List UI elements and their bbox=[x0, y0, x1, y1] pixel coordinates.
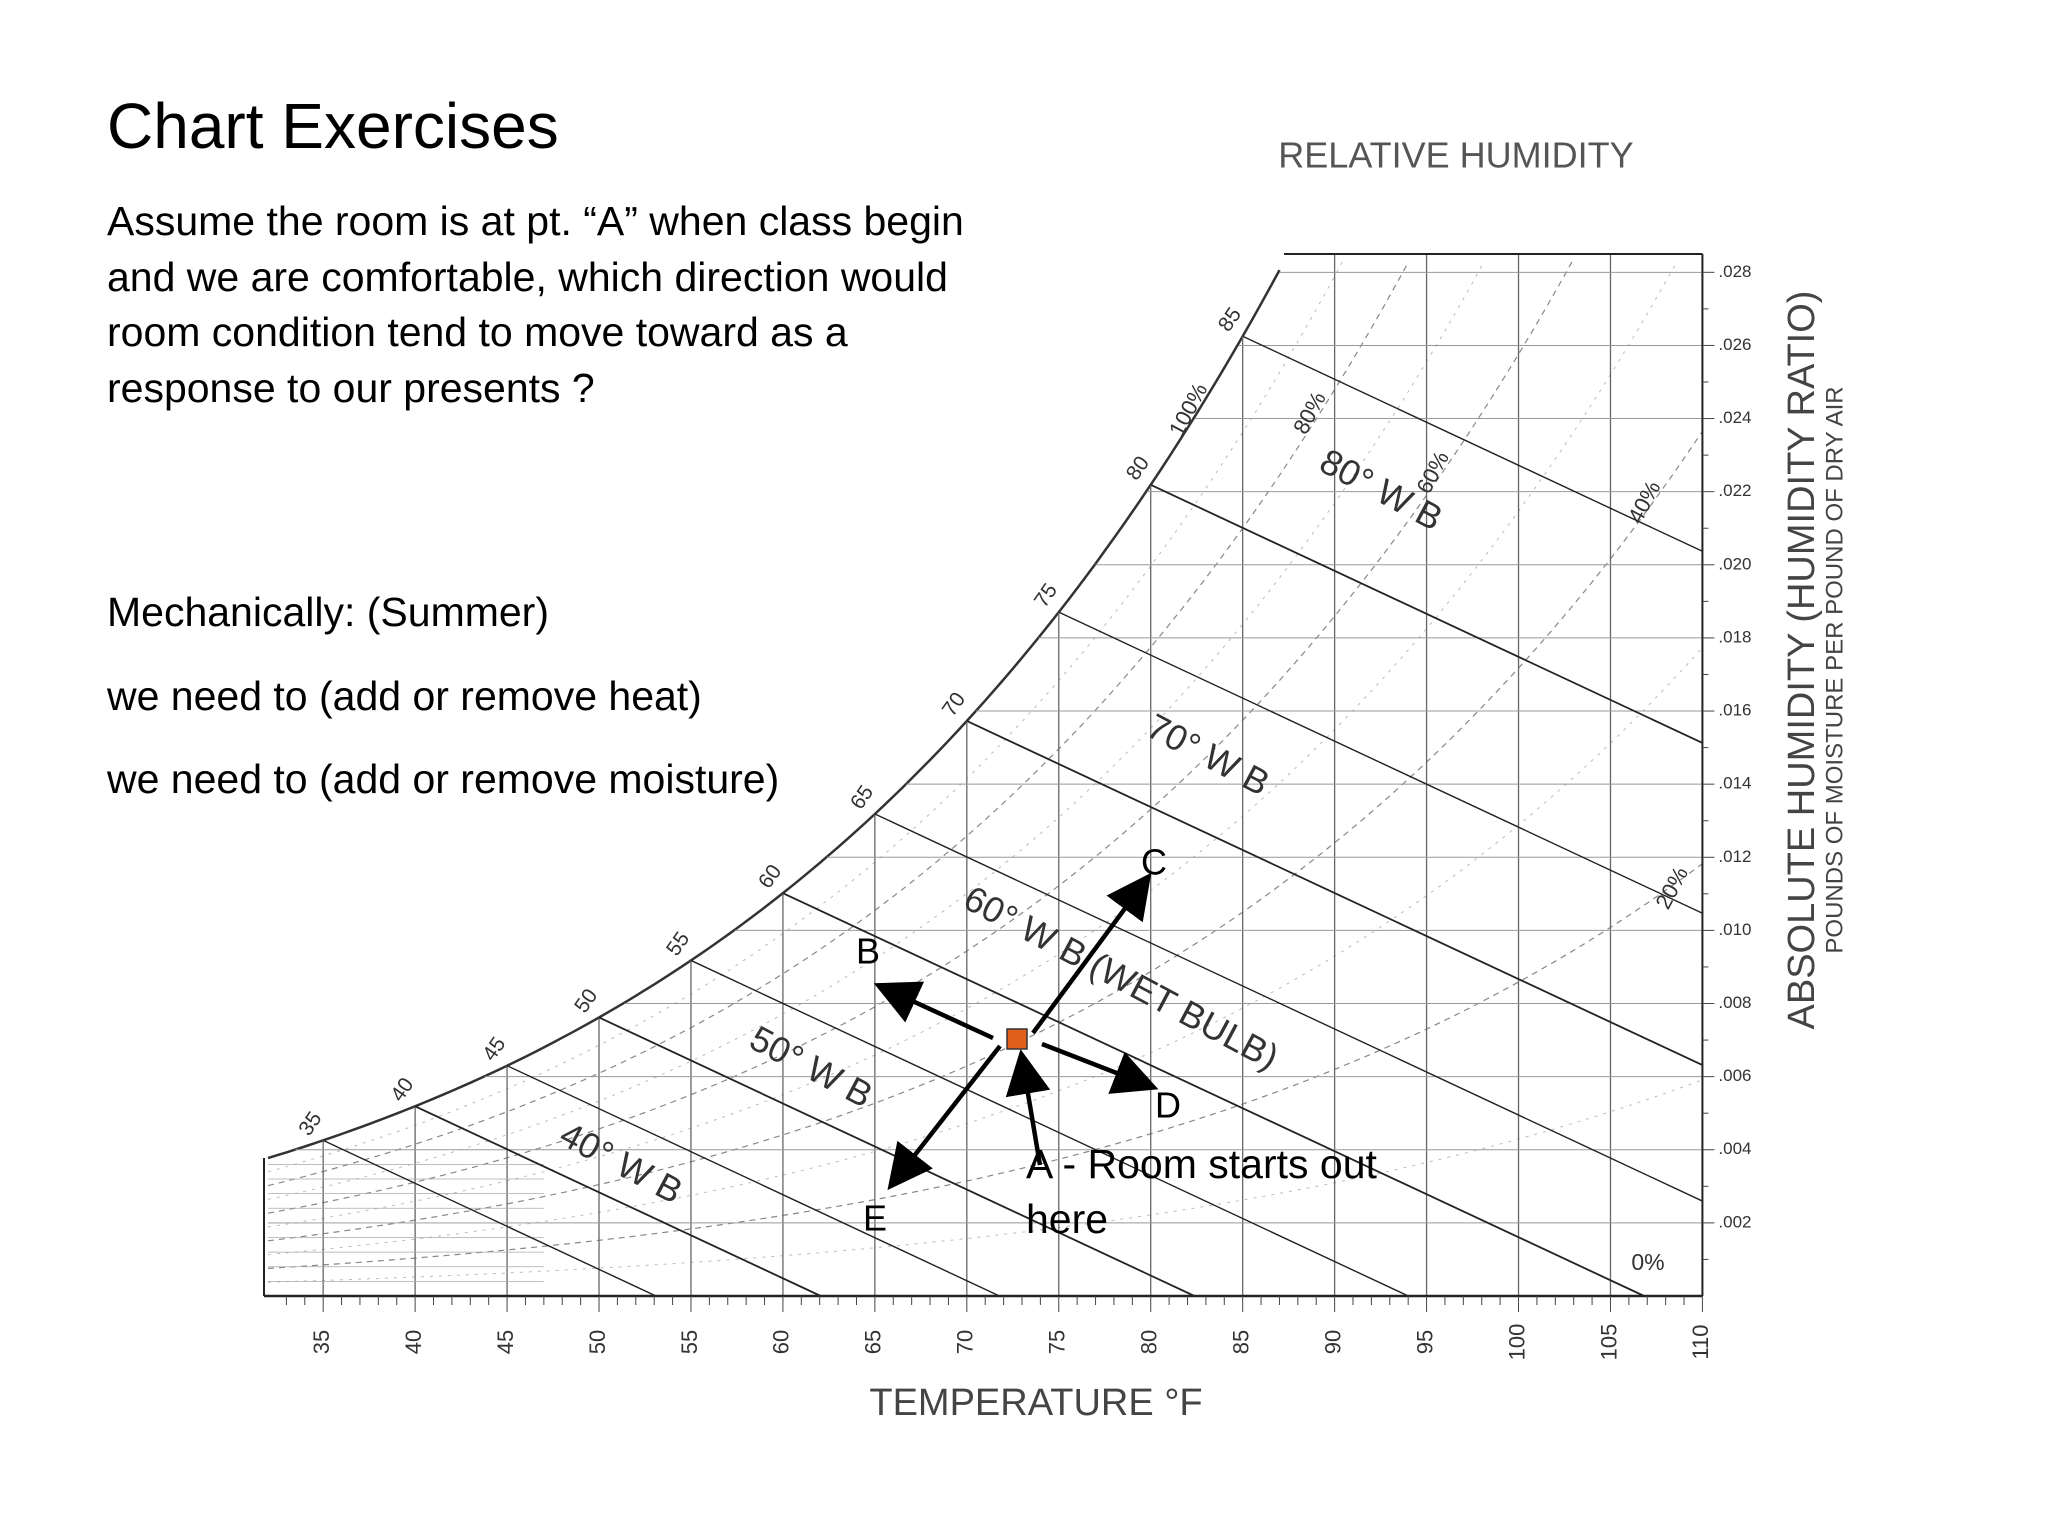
wet-bulb-line-65 bbox=[874, 813, 1703, 1202]
temperature-axis-label: TEMPERATURE °F bbox=[869, 1382, 1202, 1424]
x-tick-label: 75 bbox=[1045, 1330, 1070, 1354]
rh-label-0: 0% bbox=[1631, 1249, 1664, 1275]
x-tick-label: 35 bbox=[309, 1330, 334, 1354]
point-d-label: D bbox=[1155, 1085, 1181, 1126]
wet-bulb-label: 70° W B bbox=[1140, 705, 1276, 803]
y-tick-label: .004 bbox=[1718, 1139, 1751, 1158]
x-tick-label: 40 bbox=[401, 1330, 426, 1354]
rh-curve-fine-70 bbox=[267, 265, 1483, 1200]
rh-label: 40% bbox=[1623, 477, 1666, 528]
saturation-temperature-label: 35 bbox=[294, 1108, 326, 1140]
saturation-temperature-label: 40 bbox=[386, 1074, 418, 1106]
x-tick-label: 65 bbox=[861, 1330, 886, 1354]
rh-curve-60 bbox=[267, 258, 1575, 1214]
wet-bulb-line-70 bbox=[966, 720, 1703, 1066]
mechanically-summer-text: Mechanically: (Summer) bbox=[107, 589, 549, 635]
x-tick-label: 90 bbox=[1320, 1330, 1345, 1354]
y-tick-label: .014 bbox=[1718, 774, 1751, 793]
y-tick-label: .010 bbox=[1718, 920, 1751, 939]
x-tick-label: 105 bbox=[1596, 1324, 1621, 1361]
humidity-axis-sublabel: POUNDS OF MOISTURE PER POUND OF DRY AIR bbox=[1821, 386, 1848, 953]
x-tick-label: 100 bbox=[1504, 1324, 1529, 1361]
saturation-temperature-label: 55 bbox=[662, 928, 694, 960]
wet-bulb-line-35 bbox=[322, 1139, 657, 1297]
moisture-prompt-text: we need to (add or remove moisture) bbox=[107, 756, 780, 802]
wet-bulb-line-45 bbox=[506, 1065, 1000, 1297]
wet-bulb-line-85 bbox=[1242, 335, 1703, 552]
rh-label: 80% bbox=[1288, 387, 1331, 438]
rh-label: 100% bbox=[1164, 379, 1212, 440]
point-e-label: E bbox=[863, 1198, 887, 1239]
exercise-question: Assume the room is at pt. “A” when class… bbox=[107, 198, 964, 411]
rh-curve-80 bbox=[267, 262, 1409, 1187]
x-tick-label: 50 bbox=[585, 1330, 610, 1354]
y-tick-label: .008 bbox=[1718, 993, 1751, 1012]
y-tick-label: .018 bbox=[1718, 627, 1751, 646]
saturation-temperature-label: 80 bbox=[1122, 452, 1154, 484]
y-tick-label: .022 bbox=[1718, 481, 1751, 500]
y-tick-label: .026 bbox=[1718, 335, 1751, 354]
saturation-temperature-label: 60 bbox=[754, 860, 786, 892]
y-tick-label: .002 bbox=[1718, 1212, 1751, 1231]
saturation-temperature-label: 75 bbox=[1030, 579, 1062, 611]
absolute-humidity-axis-label: ABSOLUTE HUMIDITY (HUMIDITY RATIO) bbox=[1781, 291, 1823, 1030]
saturation-temperature-label: 65 bbox=[846, 781, 878, 813]
wet-bulb-label: 40° W B bbox=[553, 1113, 689, 1211]
wet-bulb-line-40 bbox=[414, 1105, 822, 1297]
x-tick-label: 60 bbox=[769, 1330, 794, 1354]
wet-bulb-line-55 bbox=[690, 959, 1409, 1297]
y-tick-label: .016 bbox=[1718, 701, 1751, 720]
point-a-label: A - Room starts out here bbox=[1026, 1141, 1378, 1242]
x-tick-label: 80 bbox=[1137, 1330, 1162, 1354]
rh-curve-fine-30 bbox=[267, 647, 1703, 1256]
heat-prompt-text: we need to (add or remove heat) bbox=[107, 673, 702, 719]
y-tick-label: .028 bbox=[1718, 262, 1751, 281]
point-b-label: B bbox=[856, 931, 880, 972]
saturation-temperature-label: 85 bbox=[1214, 304, 1246, 336]
arrow-to-d bbox=[1041, 1041, 1159, 1094]
wet-bulb-line-80 bbox=[1150, 484, 1703, 744]
x-tick-label: 45 bbox=[493, 1330, 518, 1354]
y-tick-label: .020 bbox=[1718, 554, 1751, 573]
relative-humidity-heading: RELATIVE HUMIDITY bbox=[1278, 135, 1633, 176]
wet-bulb-line-75 bbox=[1058, 611, 1703, 914]
arrow-to-b bbox=[873, 981, 994, 1041]
y-tick-label: .024 bbox=[1718, 408, 1751, 427]
x-tick-label: 55 bbox=[677, 1330, 702, 1354]
x-tick-label: 95 bbox=[1412, 1330, 1437, 1354]
saturation-temperature-label: 70 bbox=[938, 688, 970, 720]
arrow-to-a-label bbox=[1005, 1049, 1051, 1166]
y-tick-label: .006 bbox=[1718, 1066, 1751, 1085]
point-c-label: C bbox=[1141, 842, 1167, 883]
wet-bulb-line-60 bbox=[782, 892, 1645, 1297]
y-tick-label: .012 bbox=[1718, 847, 1751, 866]
arrow-to-e bbox=[887, 1044, 1002, 1191]
wet-bulb-label: 50° W B bbox=[743, 1017, 879, 1115]
saturation-temperature-label: 50 bbox=[570, 985, 602, 1017]
saturation-temperature-label: 45 bbox=[478, 1033, 510, 1065]
x-tick-label: 70 bbox=[953, 1330, 978, 1354]
saturation-curve bbox=[267, 269, 1281, 1160]
x-tick-label: 110 bbox=[1688, 1324, 1713, 1359]
arrow-to-c bbox=[1031, 872, 1152, 1035]
x-tick-label: 85 bbox=[1228, 1330, 1253, 1354]
room-point-marker bbox=[1006, 1028, 1028, 1050]
slide-title: Chart Exercises bbox=[107, 90, 559, 162]
